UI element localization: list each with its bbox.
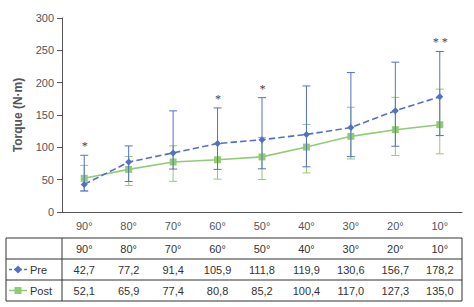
svg-text:70°: 70° (165, 243, 182, 255)
svg-text:60°: 60° (209, 243, 226, 255)
svg-text:150: 150 (36, 109, 54, 121)
svg-text:50°: 50° (254, 243, 271, 255)
svg-text:*: * (259, 82, 265, 96)
svg-text:40°: 40° (298, 220, 315, 232)
svg-text:20°: 20° (387, 220, 404, 232)
svg-text:300: 300 (36, 12, 54, 24)
svg-text:80,8: 80,8 (207, 285, 228, 297)
svg-text:77,4: 77,4 (162, 285, 183, 297)
svg-text:178,2: 178,2 (426, 264, 454, 276)
svg-text:100,4: 100,4 (293, 285, 321, 297)
svg-text:80°: 80° (120, 220, 137, 232)
svg-text:Torque (N·m): Torque (N·m) (11, 78, 25, 152)
svg-text:250: 250 (36, 44, 54, 56)
svg-text:135,0: 135,0 (426, 285, 454, 297)
svg-text:100: 100 (36, 141, 54, 153)
svg-text:60°: 60° (209, 220, 226, 232)
svg-text:80°: 80° (120, 243, 137, 255)
svg-text:91,4: 91,4 (162, 264, 183, 276)
svg-text:77,2: 77,2 (118, 264, 139, 276)
svg-text:* *: * * (432, 35, 447, 49)
svg-text:127,3: 127,3 (382, 285, 410, 297)
svg-text:111,8: 111,8 (249, 264, 275, 276)
svg-text:Pre: Pre (30, 264, 47, 276)
svg-text:130,6: 130,6 (337, 264, 365, 276)
svg-text:30°: 30° (343, 243, 360, 255)
svg-text:0: 0 (48, 206, 54, 218)
svg-text:30°: 30° (343, 220, 360, 232)
svg-text:*: * (215, 92, 221, 106)
svg-text:65,9: 65,9 (118, 285, 139, 297)
svg-text:50: 50 (42, 174, 54, 186)
svg-text:10°: 10° (431, 243, 448, 255)
svg-text:105,9: 105,9 (204, 264, 232, 276)
svg-text:90°: 90° (76, 220, 93, 232)
svg-text:42,7: 42,7 (74, 264, 95, 276)
svg-text:70°: 70° (165, 220, 182, 232)
svg-text:50°: 50° (254, 220, 271, 232)
svg-text:200: 200 (36, 77, 54, 89)
svg-text:156,7: 156,7 (382, 264, 410, 276)
svg-text:117,0: 117,0 (338, 285, 365, 297)
svg-text:85,2: 85,2 (251, 285, 272, 297)
svg-text:Post: Post (30, 285, 52, 297)
svg-text:90°: 90° (76, 243, 93, 255)
svg-text:40°: 40° (298, 243, 315, 255)
svg-text:52,1: 52,1 (74, 285, 95, 297)
svg-text:*: * (81, 139, 87, 153)
svg-text:10°: 10° (431, 220, 448, 232)
svg-text:119,9: 119,9 (293, 264, 320, 276)
svg-text:20°: 20° (387, 243, 404, 255)
